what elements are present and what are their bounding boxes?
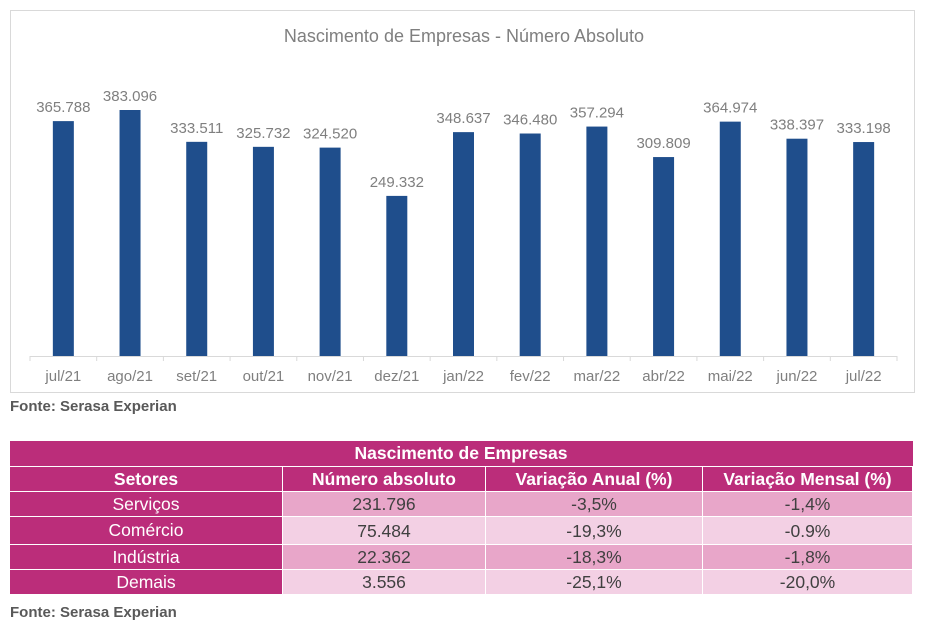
table-source: Fonte: Serasa Experian [10,604,177,621]
x-tick-label: jul/21 [44,368,81,385]
bar-nov-21 [319,147,341,356]
data-label: 365.788 [36,99,90,116]
sector-cell: Comércio [9,516,283,545]
x-tick-label: jun/22 [776,368,818,385]
bar-jun-22 [786,138,808,356]
bar-dez-21 [386,195,408,356]
table-header-row: Setores Número absoluto Variação Anual (… [9,466,914,492]
x-tick-label: mar/22 [574,368,621,385]
sector-cell: Demais [9,569,283,595]
bar-jul-21 [52,121,74,356]
value-cell: -1,4% [701,491,914,517]
table-row: Demais 3.556 -25,1% -20,0% [9,569,914,595]
sector-cell: Serviços [9,491,283,517]
table-title-row: Nascimento de Empresas [9,441,913,467]
data-label: 357.294 [570,105,624,122]
x-tick-label: abr/22 [642,368,685,385]
value-cell: 75.484 [282,516,486,545]
bar-chart: Nascimento de Empresas - Número Absoluto… [29,26,898,385]
chart-title: Nascimento de Empresas - Número Absoluto [284,26,644,46]
x-tick-label: out/21 [243,368,285,385]
x-tick-label: set/21 [176,368,217,385]
data-label: 348.637 [436,110,490,127]
header-variacao-mensal: Variação Mensal (%) [701,466,914,492]
bar-mar-22 [586,126,608,356]
data-label: 383.096 [103,88,157,105]
x-tick-label: dez/21 [374,368,419,385]
table-row: Serviços 231.796 -3,5% -1,4% [9,491,914,517]
x-tick-label: jul/22 [845,368,882,385]
bar-jan-22 [453,132,474,356]
x-tick-label: ago/21 [107,368,153,385]
data-label: 309.809 [636,135,690,152]
chart-source: Fonte: Serasa Experian [10,398,177,415]
value-cell: -25,1% [485,569,703,595]
value-cell: 231.796 [282,491,486,517]
bar-fev-22 [519,133,541,356]
data-label: 346.480 [503,112,557,129]
header-setores: Setores [9,466,283,492]
value-cell: -19,3% [485,516,703,545]
value-cell: -20,0% [701,569,914,595]
data-label: 333.511 [170,120,223,137]
x-tick-label: nov/21 [308,368,353,385]
x-tick-label: jan/22 [442,368,484,385]
bar-jul-22 [853,142,875,356]
table-row: Comércio 75.484 -19,3% -0.9% [9,516,914,545]
data-label: 333.198 [837,120,891,137]
bar-mai-22 [719,121,741,356]
data-label: 364.974 [703,100,757,117]
x-tick-label: mai/22 [708,368,753,385]
value-cell: -3,5% [485,491,703,517]
bars-group [52,110,875,356]
sectors-table: Nascimento de Empresas Setores Número ab… [9,441,914,595]
value-cell: -0.9% [701,516,914,545]
data-label: 249.332 [370,174,424,191]
value-cell: 22.362 [282,544,486,570]
data-labels-group: 365.788 383.096 333.511 325.732 324.520 249.3… [36,88,891,191]
value-cell: 3.556 [282,569,486,595]
x-tick-label: fev/22 [510,368,551,385]
table-row: Indústria 22.362 -18,3% -1,8% [9,544,914,570]
data-label: 325.732 [236,125,290,142]
table-title: Nascimento de Empresas [9,441,913,467]
sector-cell: Indústria [9,544,283,570]
bar-set-21 [186,141,208,356]
bar-out-21 [252,146,274,356]
data-label: 324.520 [303,126,357,143]
value-cell: -18,3% [485,544,703,570]
data-label: 338.397 [770,117,824,134]
x-axis: jul/21 ago/21 set/21 out/21 nov/21 dez/21 jan/… [29,356,898,385]
header-variacao-anual: Variação Anual (%) [485,466,703,492]
bar-ago-21 [119,110,141,356]
value-cell: -1,8% [701,544,914,570]
bar-abr-22 [653,157,675,356]
header-numero-absoluto: Número absoluto [282,466,486,492]
